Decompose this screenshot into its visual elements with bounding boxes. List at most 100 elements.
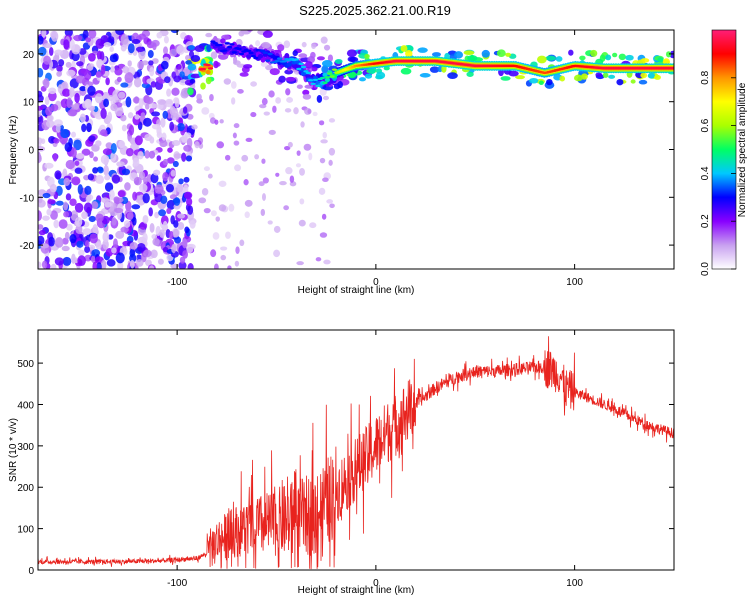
spectrogram-cell bbox=[38, 35, 44, 45]
spectrogram-cell bbox=[258, 181, 265, 187]
spectrogram-cell bbox=[137, 151, 144, 160]
spectrogram-cell bbox=[65, 159, 75, 170]
spectrogram-cell bbox=[183, 191, 193, 200]
spectrogram-cell bbox=[144, 150, 150, 159]
spectrogram-cell bbox=[69, 39, 76, 51]
spectrogram-cell bbox=[114, 67, 123, 76]
spectrogram-cell bbox=[296, 261, 304, 266]
spectrogram-cell bbox=[64, 30, 73, 37]
spectrogram-cell bbox=[53, 119, 63, 127]
spectrogram-cell bbox=[176, 213, 186, 219]
spectrogram-cell bbox=[210, 51, 218, 60]
spectrogram-cell bbox=[42, 192, 51, 199]
spectrogram-cell bbox=[170, 263, 179, 269]
spectrogram-cell bbox=[100, 64, 106, 75]
spectrogram-ridge-cell bbox=[312, 78, 319, 82]
spectrogram-cell bbox=[346, 49, 358, 58]
spectrogram-cell bbox=[172, 160, 179, 168]
spectrogram-cell bbox=[177, 222, 185, 230]
spectrogram-cell bbox=[214, 263, 219, 269]
spectrogram-cell bbox=[63, 211, 70, 218]
spectrogram-cell bbox=[38, 146, 46, 152]
spectrogram-cell bbox=[85, 98, 92, 108]
spectrogram-cell bbox=[160, 195, 168, 205]
spectrogram-cell bbox=[121, 124, 127, 132]
spectrogram-cell bbox=[125, 200, 132, 212]
spectrogram-cell bbox=[400, 67, 412, 75]
snr-ytick-label: 500 bbox=[17, 359, 34, 370]
spectrogram-cell bbox=[165, 100, 174, 108]
spectrogram-ridge-cell bbox=[322, 72, 328, 77]
spectrogram-cell bbox=[69, 86, 75, 98]
spectrogram-cell bbox=[89, 233, 98, 244]
chart-title: S225.2025.362.21.00.R19 bbox=[299, 3, 451, 18]
spectrogram-cell bbox=[278, 75, 286, 83]
spectrogram-cell bbox=[107, 111, 113, 122]
spectrogram-cell bbox=[136, 242, 146, 252]
spectrogram-cell bbox=[640, 72, 648, 79]
spectrogram-ridge-cell bbox=[207, 67, 214, 70]
spectrogram-cell bbox=[337, 81, 343, 89]
spectrogram-ridge-cell bbox=[265, 59, 271, 62]
spectrogram-cell bbox=[173, 153, 183, 159]
spectrogram-cell bbox=[63, 201, 69, 211]
spectrogram-cell bbox=[157, 99, 167, 105]
spectrogram-cell bbox=[505, 52, 512, 57]
spectrogram-cell bbox=[239, 72, 249, 77]
spectrogram-cell bbox=[463, 50, 475, 56]
spectrogram-cell bbox=[114, 207, 124, 214]
spectrogram-ridge-cell bbox=[322, 81, 328, 85]
spectrogram-cell bbox=[129, 259, 135, 269]
spectrogram-cell bbox=[132, 216, 137, 226]
spectrogram-cell bbox=[515, 75, 525, 80]
spectrogram-cell bbox=[126, 212, 134, 220]
spectrogram-cell bbox=[97, 167, 104, 174]
spectrogram-cell bbox=[110, 103, 118, 112]
spectrogram-cell bbox=[183, 144, 192, 152]
spectrogram-cell bbox=[179, 71, 185, 78]
spectrogram-cell bbox=[308, 152, 313, 161]
spectrogram-ylabel: Frequency (Hz) bbox=[8, 116, 19, 185]
spectrogram-cell bbox=[268, 90, 275, 98]
spectrogram-cell bbox=[88, 135, 96, 142]
spectrogram-ridge-cell bbox=[258, 53, 264, 59]
spectrogram-cell bbox=[262, 30, 273, 38]
spectrogram-cell bbox=[162, 158, 169, 166]
spectrogram-cell bbox=[82, 30, 89, 40]
spectrogram-cell bbox=[228, 203, 235, 212]
spectrogram-cell bbox=[239, 239, 245, 247]
spectrogram-cell bbox=[405, 50, 413, 58]
spectrogram-ridge-cell bbox=[248, 51, 254, 55]
snr-ytick-label: 300 bbox=[17, 442, 34, 453]
spectrogram-cell bbox=[214, 119, 219, 125]
snr-ticks: -100 0 100 0 100 200 300 400 500 bbox=[17, 330, 674, 589]
spectrogram-cell bbox=[347, 71, 357, 79]
spectrogram-cell bbox=[120, 114, 127, 122]
spectrogram-cell bbox=[66, 69, 76, 77]
spectrogram-cell bbox=[143, 249, 152, 258]
spectrogram-cell bbox=[546, 78, 553, 86]
spectrogram-cell bbox=[183, 176, 190, 183]
spectrogram-ridge-cell bbox=[329, 75, 335, 78]
spectrogram-cell bbox=[102, 239, 109, 250]
spectrogram-cell bbox=[160, 117, 166, 128]
spectrogram-cell bbox=[40, 243, 49, 249]
spectrogram-cell bbox=[218, 180, 227, 187]
spectrogram-ridge-cell bbox=[253, 56, 259, 60]
spectrogram-cell bbox=[87, 52, 96, 62]
spectrogram-cell bbox=[255, 40, 261, 47]
spectrogram-ridge-cell bbox=[331, 68, 338, 71]
spectrogram-cell bbox=[38, 94, 44, 103]
spectrogram-cell bbox=[73, 103, 80, 110]
colorbar-tick-label: 0.4 bbox=[700, 166, 711, 180]
spectrogram-cell bbox=[605, 54, 612, 61]
spectrogram-cell bbox=[125, 148, 134, 157]
spectrogram-cell bbox=[54, 170, 62, 180]
spectrogram-cell bbox=[46, 208, 52, 216]
spectrogram-cell bbox=[43, 55, 51, 65]
spectrogram-cell bbox=[190, 55, 201, 63]
spectrogram-cell bbox=[77, 184, 83, 195]
spectrogram-cell bbox=[77, 255, 86, 267]
spectrogram-cell bbox=[454, 51, 464, 59]
spectrogram-cell bbox=[74, 202, 84, 213]
